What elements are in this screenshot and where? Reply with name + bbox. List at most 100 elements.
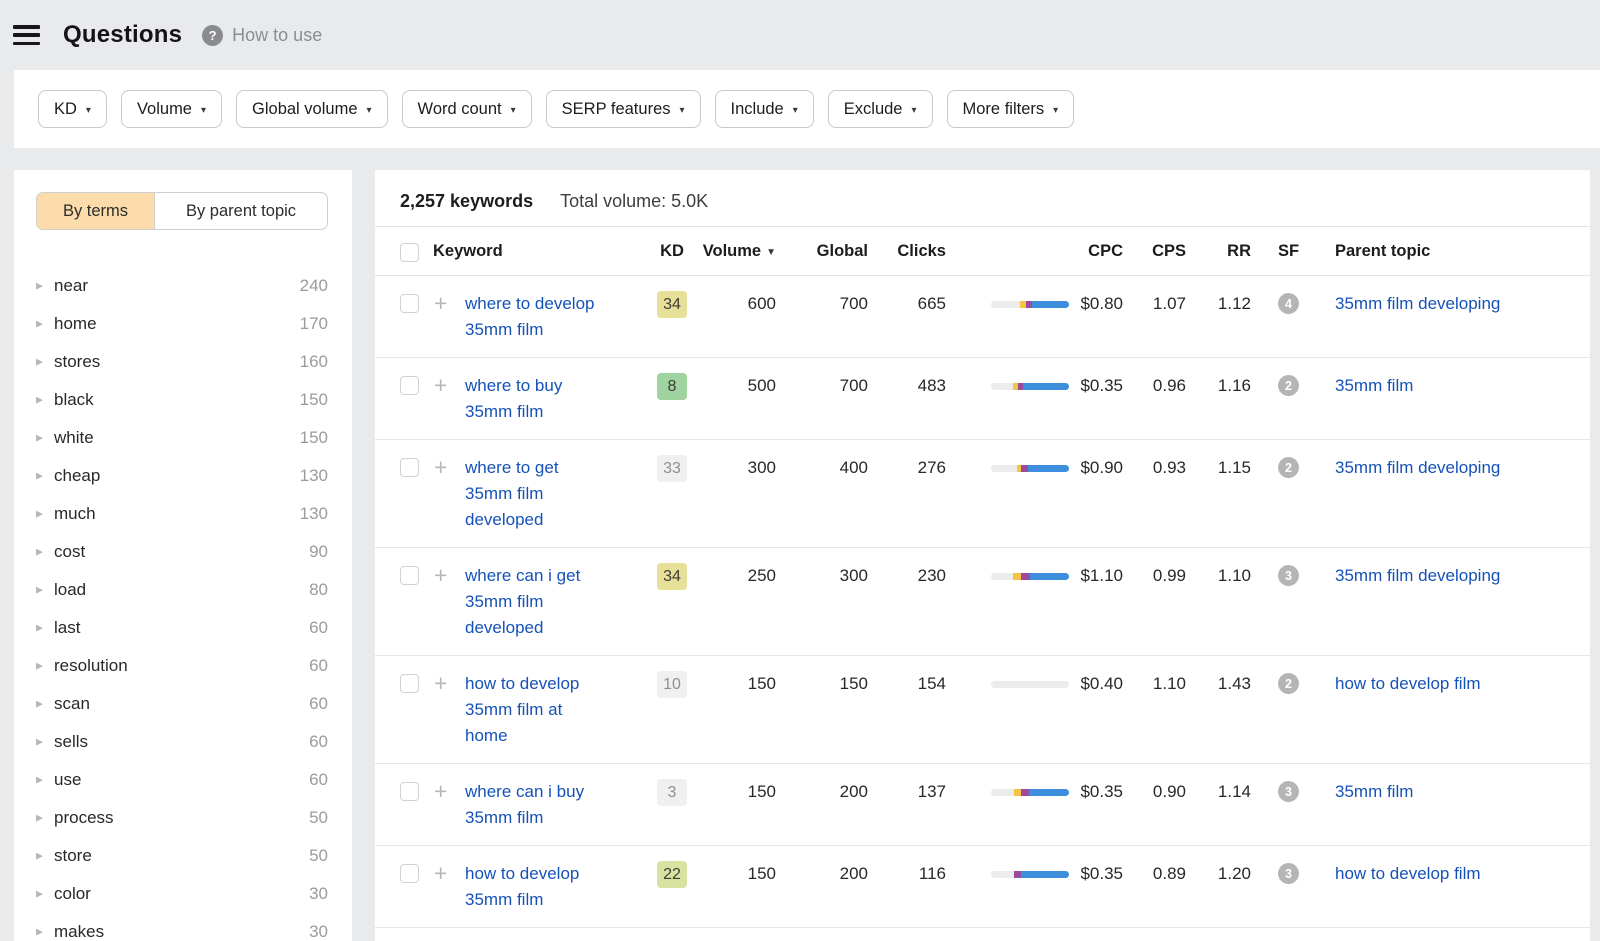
clicks-bar-cell [950, 291, 1071, 308]
sidebar-term-white[interactable]: ▶ white 150 [36, 419, 328, 457]
column-header-rr[interactable]: RR [1227, 241, 1251, 260]
sidebar-term-black[interactable]: ▶ black 150 [36, 381, 328, 419]
parent-topic-link[interactable]: how to develop film [1335, 864, 1481, 883]
filter-button-more-filters[interactable]: More filters ▾ [946, 90, 1075, 128]
sidebar-term-much[interactable]: ▶ much 130 [36, 495, 328, 533]
clicks-bar-segment-purple [1020, 573, 1030, 580]
column-header-kd[interactable]: KD [660, 241, 684, 260]
tab-by-terms[interactable]: By terms [37, 193, 154, 229]
filter-button-exclude[interactable]: Exclude ▾ [827, 90, 933, 128]
column-header-parent-topic[interactable]: Parent topic [1335, 241, 1431, 260]
how-to-use-link[interactable]: ? How to use [202, 24, 322, 46]
filter-button-word-count[interactable]: Word count ▾ [401, 90, 532, 128]
sidebar-term-use[interactable]: ▶ use 60 [36, 761, 328, 799]
parent-topic-link[interactable]: 35mm film [1335, 782, 1414, 801]
column-header-keyword[interactable]: Keyword [433, 241, 503, 260]
keyword-link[interactable]: where can i get 35mm film developed [465, 563, 645, 641]
filter-button-serp-features[interactable]: SERP features ▾ [545, 90, 701, 128]
term-count: 60 [309, 656, 328, 675]
term-count: 130 [299, 466, 328, 485]
column-header-volume[interactable]: Volume ▼ [699, 242, 780, 261]
chevron-down-icon: ▾ [679, 104, 685, 116]
filter-button-volume[interactable]: Volume ▾ [120, 90, 223, 128]
add-to-list-icon[interactable]: + [434, 670, 448, 696]
keyword-line: where can i buy [465, 782, 585, 801]
row-checkbox[interactable] [400, 294, 419, 313]
sidebar-term-cost[interactable]: ▶ cost 90 [36, 533, 328, 571]
term-label: store [54, 846, 92, 865]
term-count: 130 [299, 504, 328, 523]
expand-triangle-icon: ▶ [36, 660, 43, 670]
row-checkbox[interactable] [400, 566, 419, 585]
add-to-list-icon[interactable]: + [434, 454, 448, 480]
kd-badge: 8 [657, 373, 687, 400]
serp-features-badge[interactable]: 2 [1278, 673, 1299, 694]
add-to-list-icon[interactable]: + [434, 860, 448, 886]
keyword-link[interactable]: where to get 35mm film developed [465, 455, 645, 533]
add-to-list-icon[interactable]: + [434, 372, 448, 398]
sidebar-term-stores[interactable]: ▶ stores 160 [36, 343, 328, 381]
keyword-link[interactable]: how to develop 35mm film [465, 861, 645, 913]
column-header-cpc[interactable]: CPC [1088, 241, 1123, 260]
sf-cell: 2 [1255, 671, 1310, 694]
sidebar-term-cheap[interactable]: ▶ cheap 130 [36, 457, 328, 495]
column-header-clicks[interactable]: Clicks [897, 241, 946, 260]
serp-features-badge[interactable]: 2 [1278, 375, 1299, 396]
filter-button-global-volume[interactable]: Global volume ▾ [236, 90, 388, 128]
row-checkbox[interactable] [400, 376, 419, 395]
column-header-sf[interactable]: SF [1277, 241, 1300, 260]
sidebar-term-scan[interactable]: ▶ scan 60 [36, 685, 328, 723]
kd-badge: 3 [657, 779, 687, 806]
plus-cell: + [433, 671, 465, 696]
keyword-link[interactable]: how to develop 35mm film at home [465, 671, 645, 749]
plus-cell: + [433, 779, 465, 804]
add-to-list-icon[interactable]: + [434, 562, 448, 588]
parent-topic-cell: 35mm film [1310, 373, 1570, 399]
sidebar-term-resolution[interactable]: ▶ resolution 60 [36, 647, 328, 685]
sidebar-term-last[interactable]: ▶ last 60 [36, 609, 328, 647]
serp-features-badge[interactable]: 3 [1278, 781, 1299, 802]
tab-by-parent-topic[interactable]: By parent topic [154, 193, 327, 229]
row-checkbox[interactable] [400, 674, 419, 693]
keyword-link[interactable]: where to develop 35mm film [465, 291, 645, 343]
sidebar-term-store[interactable]: ▶ store 50 [36, 837, 328, 875]
column-header-global[interactable]: Global [816, 241, 868, 260]
parent-topic-link[interactable]: 35mm film [1335, 376, 1414, 395]
parent-topic-link[interactable]: how to develop film [1335, 674, 1481, 693]
clicks-distribution-bar [991, 465, 1069, 472]
row-checkbox[interactable] [400, 458, 419, 477]
serp-features-badge[interactable]: 3 [1278, 565, 1299, 586]
parent-topic-link[interactable]: 35mm film developing [1335, 294, 1501, 313]
term-label: much [54, 504, 96, 523]
term-label: scan [54, 694, 90, 713]
sidebar-term-process[interactable]: ▶ process 50 [36, 799, 328, 837]
keywords-panel: 2,257 keywords Total volume: 5.0K Keywor… [375, 170, 1590, 941]
filter-button-include[interactable]: Include ▾ [714, 90, 814, 128]
sf-cell: 3 [1255, 779, 1310, 802]
menu-icon[interactable] [13, 25, 40, 45]
expand-triangle-icon: ▶ [36, 888, 43, 898]
serp-features-badge[interactable]: 3 [1278, 863, 1299, 884]
sidebar-term-near[interactable]: ▶ near 240 [36, 267, 328, 305]
parent-topic-link[interactable]: 35mm film developing [1335, 458, 1501, 477]
table-header: Keyword KD Volume ▼ Global Clicks CPC CPS… [375, 226, 1590, 276]
sidebar-term-load[interactable]: ▶ load 80 [36, 571, 328, 609]
sidebar-term-home[interactable]: ▶ home 170 [36, 305, 328, 343]
keyword-link[interactable]: where can i buy 35mm film [465, 779, 645, 831]
column-header-cps[interactable]: CPS [1152, 241, 1186, 260]
row-checkbox[interactable] [400, 864, 419, 883]
row-checkbox[interactable] [400, 782, 419, 801]
add-to-list-icon[interactable]: + [434, 290, 448, 316]
parent-topic-link[interactable]: 35mm film developing [1335, 566, 1501, 585]
cpc-value: $0.40 [1080, 674, 1123, 693]
serp-features-badge[interactable]: 4 [1278, 293, 1299, 314]
filter-button-kd[interactable]: KD ▾ [38, 90, 107, 128]
select-all-checkbox[interactable] [400, 243, 419, 262]
add-to-list-icon[interactable]: + [434, 778, 448, 804]
sidebar-term-makes[interactable]: ▶ makes 30 [36, 913, 328, 941]
keyword-link[interactable]: where to buy 35mm film [465, 373, 645, 425]
sidebar-term-color[interactable]: ▶ color 30 [36, 875, 328, 913]
sidebar-term-sells[interactable]: ▶ sells 60 [36, 723, 328, 761]
serp-features-badge[interactable]: 2 [1278, 457, 1299, 478]
